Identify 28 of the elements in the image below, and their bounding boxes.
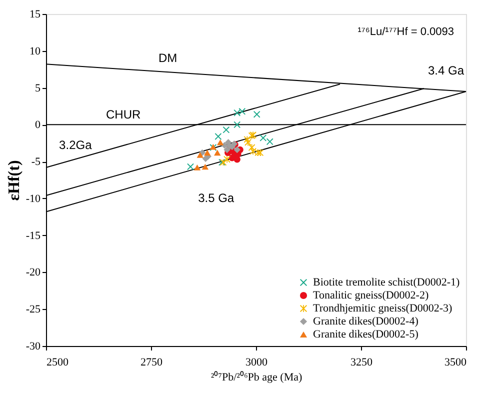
y-axis-title: εHf(t): [6, 160, 23, 201]
y-tick-label: 10: [30, 45, 41, 58]
y-tick-label: 0: [35, 119, 41, 132]
legend-label: Granite dikes(D0002-4): [313, 316, 419, 328]
legend-label: Granite dikes(D0002-5): [313, 328, 419, 340]
y-tick-label: -10: [26, 192, 41, 205]
series-label: 3.5 Ga: [198, 191, 234, 206]
y-tick-label: 5: [35, 82, 41, 94]
x-tick-label: 3500: [444, 356, 467, 368]
x-axis-title: ²⁰⁷Pb/²⁰⁶Pb age (Ma): [210, 370, 302, 384]
ref-line-label: CHUR: [106, 108, 141, 122]
y-tick-label: -25: [26, 304, 41, 316]
legend-label: Trondhjemitic gneiss(D0002-3): [313, 302, 453, 314]
y-tick-label: -20: [26, 266, 41, 279]
x-tick-label: 2750: [140, 356, 163, 368]
x-tick-label: 2500: [46, 356, 69, 368]
y-tick-label: -15: [26, 230, 41, 242]
legend-label: Biotite tremolite schist(D0002-1): [313, 276, 460, 288]
annotation: ¹⁷⁶Lu/¹⁷⁷Hf = 0.0093: [358, 26, 454, 38]
y-tick-label: -5: [31, 156, 41, 168]
series-label: DM: [158, 51, 178, 66]
x-tick-label: 3000: [246, 356, 268, 368]
y-tick-label: 15: [30, 8, 41, 20]
series-label: 3.2Ga: [59, 138, 92, 152]
x-tick-label: 3250: [350, 356, 373, 368]
legend-label: Tonalitic gneiss(D0002-2): [313, 290, 429, 302]
series-label: 3.4 Ga: [428, 64, 464, 78]
y-tick-label: -30: [26, 340, 41, 352]
